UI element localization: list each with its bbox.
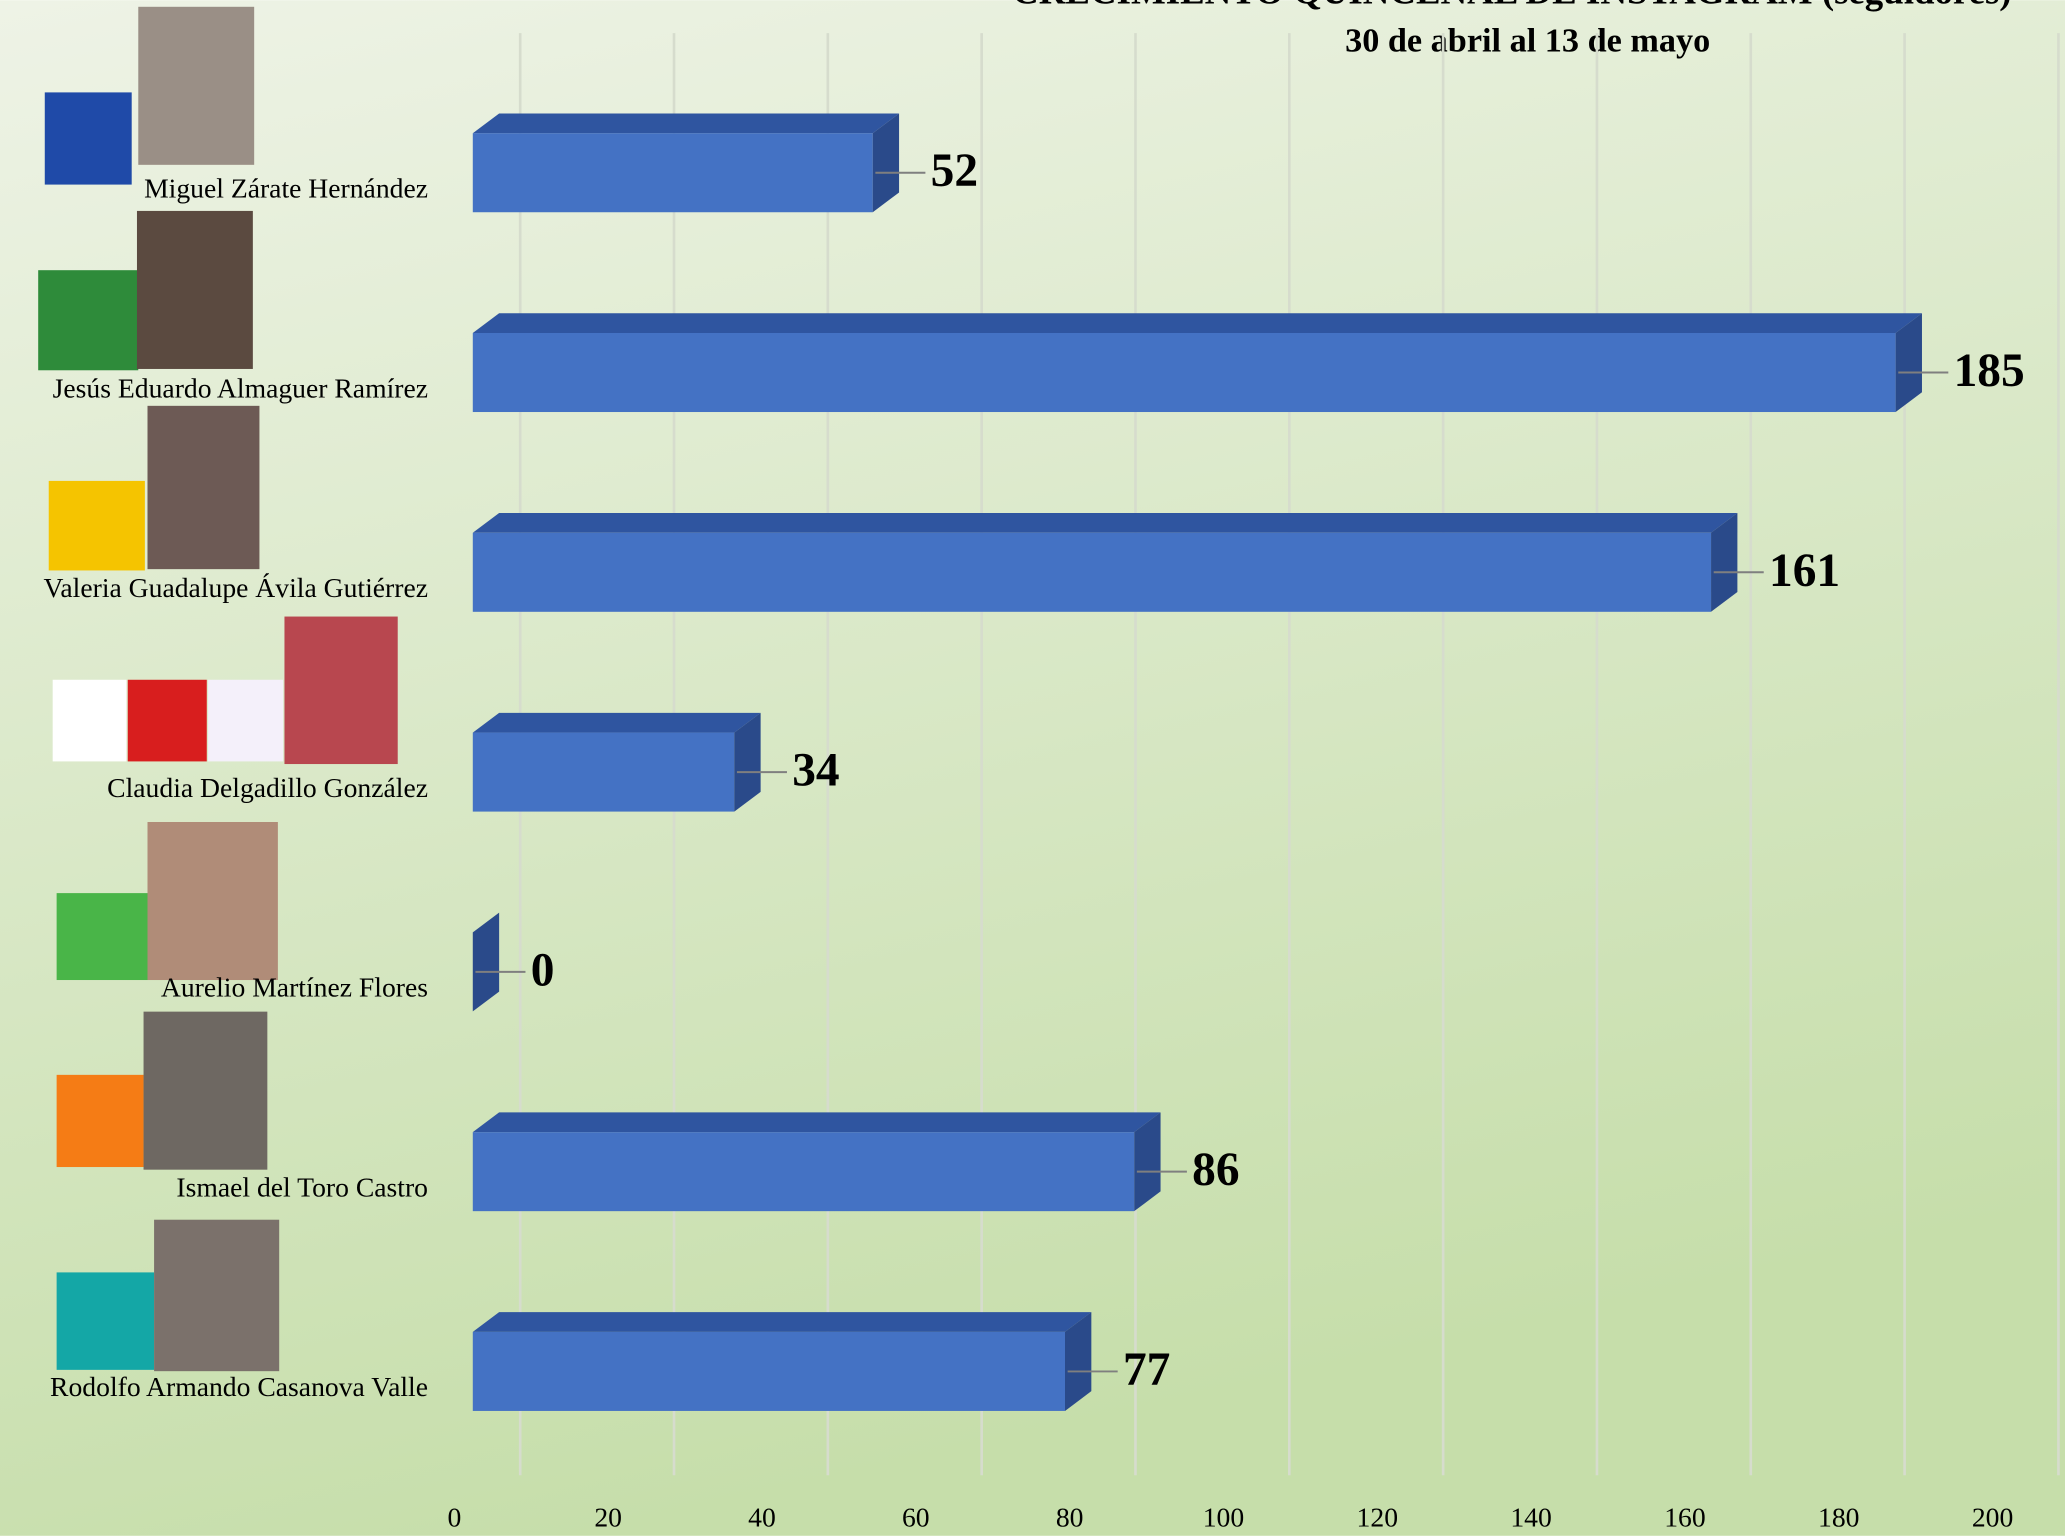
- x-tick-label: 60: [902, 1501, 930, 1532]
- candidate-photo: [284, 616, 398, 765]
- candidate-photo: [147, 405, 260, 570]
- x-tick-label: 160: [1664, 1501, 1705, 1532]
- bar-top: [472, 513, 1738, 533]
- bar-side: [472, 912, 500, 1012]
- bar-side: [872, 113, 900, 213]
- bar: [472, 133, 873, 213]
- party-logo: [56, 1074, 144, 1168]
- x-tick-label: 180: [1818, 1501, 1859, 1532]
- value-label: 0: [531, 944, 555, 996]
- y-tick-label: Miguel Zárate Hernández: [144, 173, 428, 204]
- value-label: 185: [1954, 345, 2025, 397]
- chart-subtitle: 30 de abril al 13 de mayo: [1345, 22, 1710, 60]
- party-logo: [48, 480, 145, 571]
- x-tick-label: 120: [1357, 1501, 1398, 1532]
- party-logo: [38, 270, 139, 371]
- party-logo: [44, 92, 132, 185]
- value-label: 161: [1769, 545, 1840, 597]
- party-logo: [127, 679, 207, 762]
- y-tick-label: Aurelio Martínez Flores: [161, 972, 428, 1003]
- y-tick-label: Valeria Guadalupe Ávila Gutiérrez: [44, 572, 429, 603]
- x-tick-label: 20: [594, 1501, 622, 1532]
- x-tick-label: 0: [447, 1501, 461, 1532]
- x-tick-label: 80: [1056, 1501, 1084, 1532]
- bar-side: [1711, 513, 1738, 612]
- candidate-photo: [154, 1219, 280, 1372]
- x-tick-label: 100: [1203, 1501, 1244, 1532]
- bar: [472, 1132, 1135, 1212]
- value-label: 52: [931, 145, 978, 197]
- bar: [472, 532, 1712, 612]
- candidate-photo: [138, 6, 255, 165]
- y-tick-label: Rodolfo Armando Casanova Valle: [50, 1371, 428, 1402]
- y-tick-label: Ismael del Toro Castro: [176, 1171, 428, 1202]
- bar-side: [1065, 1312, 1092, 1411]
- x-tick-label: 200: [1972, 1501, 2013, 1532]
- bar-top: [472, 712, 761, 733]
- party-logo: [56, 893, 148, 981]
- bar-side: [1134, 1112, 1161, 1212]
- y-tick-label: Jesús Eduardo Almaguer Ramírez: [53, 372, 428, 403]
- candidate-photo: [147, 821, 278, 981]
- x-tick-label: 40: [748, 1501, 776, 1532]
- bar-side: [1895, 313, 1922, 413]
- bar-top: [472, 1312, 1092, 1332]
- candidate-images: [38, 6, 398, 1372]
- bar: [472, 1331, 1066, 1411]
- x-tick-label: 140: [1510, 1501, 1551, 1532]
- value-label: 77: [1123, 1344, 1170, 1396]
- party-logo: [52, 679, 127, 762]
- y-tick-label: Claudia Delgadillo González: [107, 772, 428, 803]
- candidate-photo: [136, 210, 253, 369]
- value-label: 34: [792, 745, 839, 797]
- grid: [518, 33, 2060, 1476]
- bar: [472, 732, 735, 812]
- bar-side: [734, 712, 761, 812]
- candidate-photo: [143, 1011, 268, 1170]
- bar: [472, 333, 1896, 413]
- bar-top: [472, 313, 1922, 334]
- party-logo: [208, 679, 284, 762]
- chart-title: CRECIMIENTO QUINCENAL DE INSTAGRAM (segu…: [1012, 0, 2011, 12]
- party-logo: [56, 1272, 155, 1370]
- bar-top: [472, 1112, 1161, 1133]
- value-label: 86: [1192, 1144, 1239, 1196]
- bar-top: [472, 113, 900, 134]
